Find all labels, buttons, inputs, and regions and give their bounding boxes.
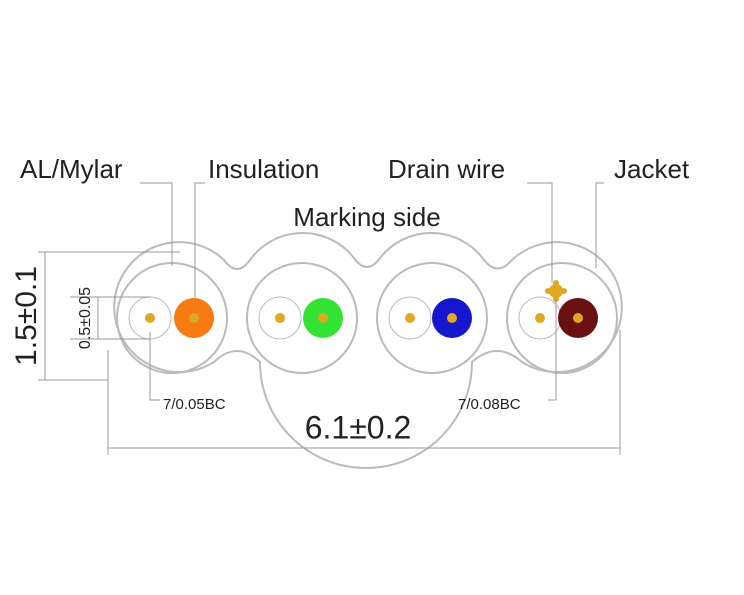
leader-lines [38,182,621,455]
shield [506,262,618,374]
callout-label: Drain wire [388,154,505,184]
height-dimension: 1.5±0.1 [10,266,43,366]
conductor-label: 7/0.05BC [163,396,226,413]
callout-label: Insulation [208,154,319,184]
shield [376,262,488,374]
conductor-label: 7/0.08BC [458,396,521,413]
callout-label: AL/Mylar [20,154,123,184]
pairs [116,262,618,374]
callout-label: Jacket [614,154,690,184]
shield [246,262,358,374]
conductor-dots [145,280,583,323]
width-dimension: 6.1±0.2 [305,409,412,445]
marking-side: Marking side [293,202,440,232]
inner-dimension: 0.5±0.05 [77,287,94,349]
